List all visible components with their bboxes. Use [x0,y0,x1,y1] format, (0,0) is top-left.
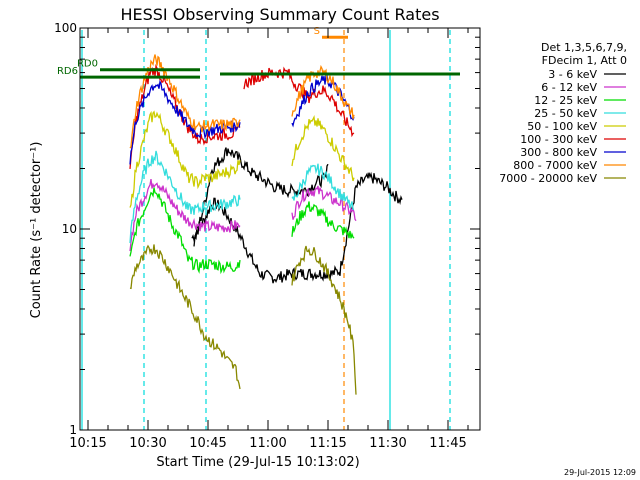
x-tick-label: 11:00 [249,436,286,451]
footer-timestamp: 29-Jul-2015 12:09 [564,468,636,477]
annotation-label: RD6 [57,66,78,77]
series-line [129,150,241,244]
series-line [129,63,241,169]
series-line [129,110,241,208]
series-group [129,54,403,395]
series-line [291,245,357,395]
series-line [193,147,329,247]
y-ticks: 1 10 100 [54,21,480,437]
y-tick-label: 1 [69,423,77,437]
series-6to12keV [129,178,357,252]
legend-entry-label: 6 - 12 keV [541,81,597,94]
series-line [291,75,355,128]
legend: Det 1,3,5,6,7,9, FDecim 1, Att 0 3 - 6 k… [499,41,627,185]
x-tick-label: 10:15 [69,436,106,451]
x-tick-label: 11:15 [309,436,346,451]
series-line [191,171,403,284]
y-tick-label: 100 [54,21,77,35]
annotation-label: RD0 [77,59,98,70]
legend-entry-label: 800 - 7000 keV [513,159,597,172]
legend-entry-label: 300 - 800 keV [520,146,597,159]
x-ticks: 10:15 10:30 10:45 11:00 11:15 11:30 11:45 [69,28,469,451]
series-line [129,187,241,275]
series-3to6keV [191,147,403,284]
x-tick-label: 10:30 [129,436,166,451]
x-tick-label: 10:45 [189,436,226,451]
series-line [291,201,355,239]
legend-entry-label: 3 - 6 keV [548,68,597,81]
x-tick-label: 11:45 [429,436,466,451]
chart-title: HESSI Observing Summary Count Rates [120,5,439,24]
series-line [291,163,355,211]
series-50to100keV [129,110,355,208]
x-tick-label: 11:30 [369,436,406,451]
series-line [291,185,357,222]
series-7000to20000keV [129,244,357,395]
vertical-markers [81,30,451,430]
x-axis-label: Start Time (29-Jul-15 10:13:02) [156,455,359,470]
legend-entry-label: 12 - 25 keV [534,94,597,107]
y-axis-label: Count Rate (s⁻¹ detector⁻¹) [29,142,44,319]
legend-entry-label: 50 - 100 keV [527,120,597,133]
y-tick-label: 10 [62,222,77,236]
legend-header-2: FDecim 1, Att 0 [542,54,627,67]
annotation-label: S [314,26,320,37]
legend-header-1: Det 1,3,5,6,7,9, [541,41,627,54]
series-line [129,178,241,252]
series-12to25keV [129,187,355,275]
series-line [129,244,241,390]
series-line [129,79,241,165]
series-line [243,66,355,138]
legend-entry-label: 25 - 50 keV [534,107,597,120]
legend-entry-label: 7000 - 20000 keV [499,172,597,185]
series-25to50keV [129,150,355,244]
series-300to800keV [129,75,355,165]
legend-entry-label: 100 - 300 keV [520,133,597,146]
series-line [291,114,355,182]
